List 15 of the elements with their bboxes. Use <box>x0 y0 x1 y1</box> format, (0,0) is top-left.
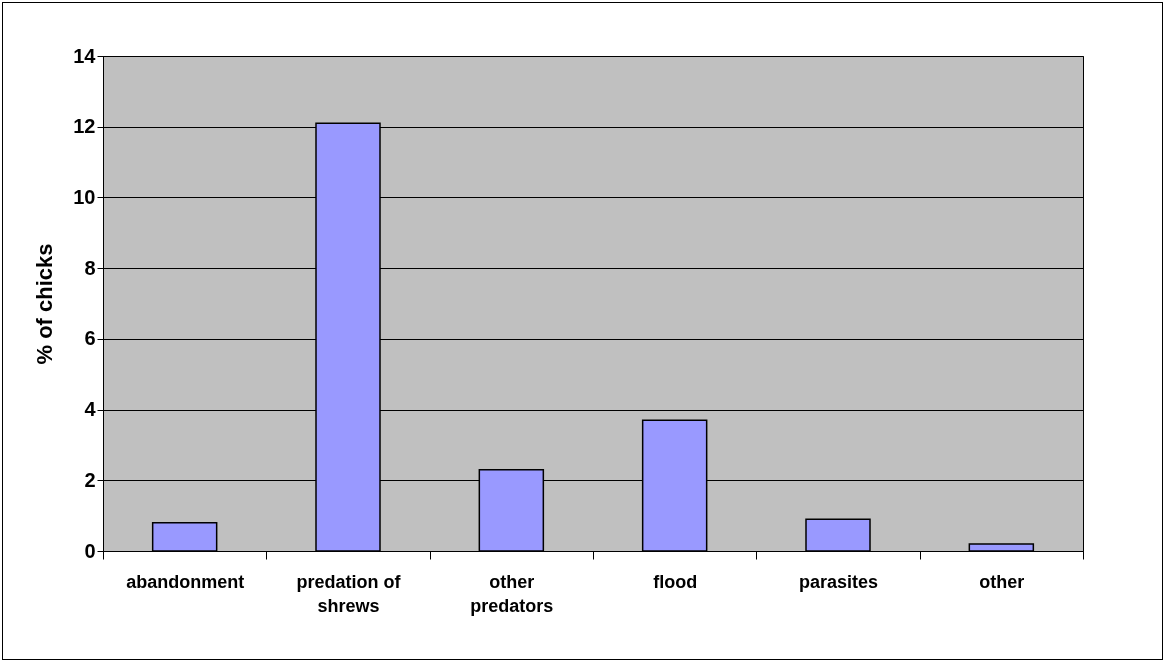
x-tick-label: abandonment <box>126 571 245 592</box>
y-tick-label: 14 <box>73 44 97 67</box>
y-tick-label: 10 <box>73 185 96 208</box>
y-tick-label: 4 <box>84 398 97 421</box>
y-tick-label: 8 <box>84 256 96 279</box>
y-tick-label: 6 <box>84 327 96 350</box>
y-tick-label: 12 <box>73 115 96 138</box>
x-tick-label: predation of shrews <box>296 571 402 616</box>
x-tick-label: flood <box>653 571 698 592</box>
y-axis-title: % of chicks <box>32 243 58 365</box>
x-tick-label: parasites <box>798 571 879 592</box>
x-tick-label: other <box>979 571 1025 592</box>
y-tick-label: 0 <box>84 539 96 562</box>
y-tick-label: 2 <box>84 468 96 491</box>
x-tick-label: other predators <box>470 571 554 616</box>
